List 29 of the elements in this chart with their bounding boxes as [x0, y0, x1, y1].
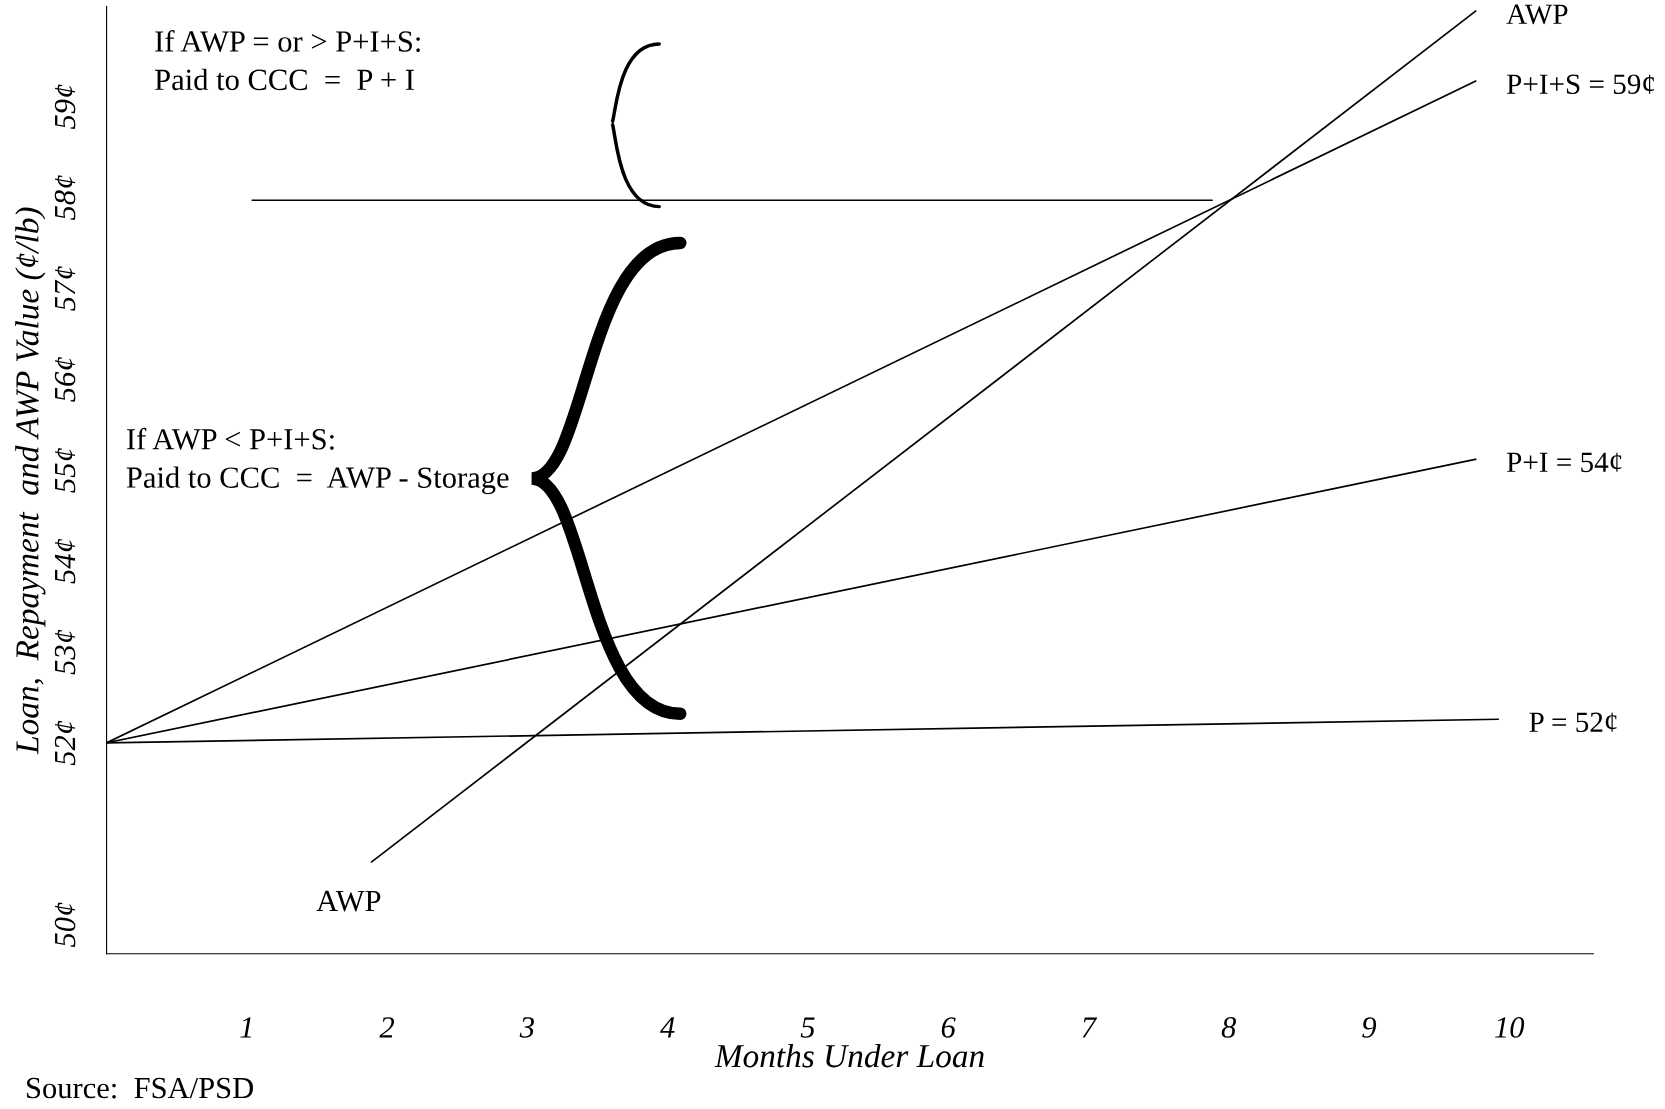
x-tick-label: 9: [1362, 1017, 1377, 1038]
x-tick-label: 5: [800, 1017, 815, 1038]
y-axis-title: Loan, Repayment and AWP Value (¢/lb): [15, 207, 46, 755]
source-note: Source: FSA/PSD: [27, 1077, 253, 1099]
x-tick-label: 7: [1082, 1017, 1098, 1038]
y-tick-label: 58¢: [54, 175, 76, 220]
y-tick-label: 57¢: [55, 266, 76, 311]
x-tick-label: 10: [1495, 1017, 1525, 1038]
series-label: AWP: [1506, 4, 1568, 25]
x-axis-title: Months Under Loan: [714, 1043, 984, 1068]
y-tick-label: 59¢: [54, 84, 76, 130]
x-tick-label: 2: [379, 1017, 395, 1038]
annotation: AWP: [316, 890, 381, 912]
y-tick-label: 55¢: [55, 447, 76, 493]
x-tick-label: 6: [941, 1017, 956, 1038]
y-tick-label: 50¢: [54, 902, 76, 948]
x-tick-label: 3: [519, 1017, 534, 1038]
series-label: P = 52¢: [1529, 712, 1617, 733]
x-tick-label: 4: [660, 1017, 675, 1038]
series-label: P+I+S = 59¢: [1506, 74, 1655, 95]
y-tick-label: 53¢: [54, 629, 76, 675]
y-tick-label: 52¢: [54, 720, 76, 766]
y-tick-label: 54¢: [54, 538, 76, 584]
x-tick-label: 1: [240, 1017, 252, 1038]
x-tick-label: 8: [1221, 1017, 1236, 1038]
series-label: P+I = 54¢: [1506, 452, 1622, 473]
annotation: If AWP < P+I+S: Paid to CCC = AWP - Storage: [126, 427, 509, 495]
annotation: If AWP = or > P+I+S: Paid to CCC = P + I: [155, 30, 420, 91]
y-tick-label: 56¢: [54, 357, 76, 402]
